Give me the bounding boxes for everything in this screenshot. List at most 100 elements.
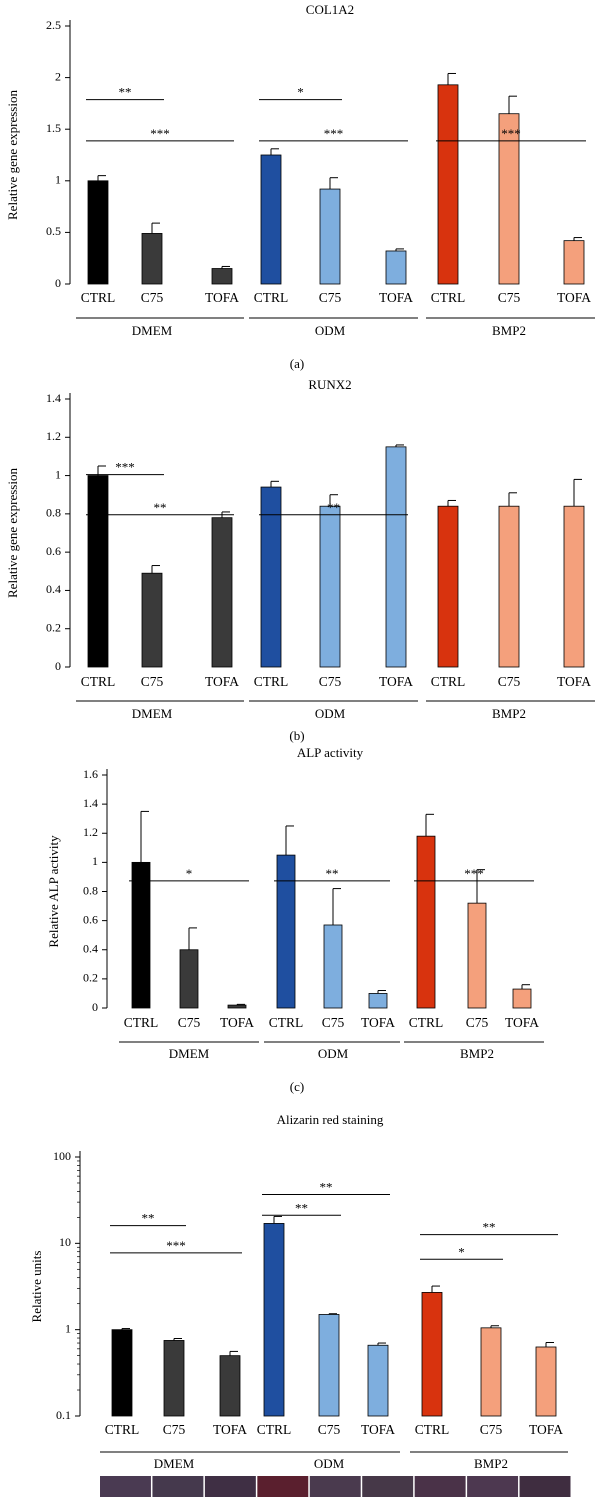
chart-title: ALP activity: [297, 745, 364, 760]
significance-label: ***: [166, 1238, 186, 1253]
x-tick-label: CTRL: [257, 1422, 292, 1437]
chart-title: COL1A2: [306, 2, 354, 17]
bar: [416, 835, 436, 1009]
bar: [263, 1223, 285, 1417]
bar: [535, 1346, 557, 1417]
stain-image-tile: [467, 1476, 519, 1497]
chart-title: RUNX2: [308, 377, 351, 392]
x-tick-label: CTRL: [431, 674, 466, 689]
significance-label: *: [186, 866, 193, 881]
chart-alp-activity: ALP activity Relative ALP activity 0 0.2 0.4…: [46, 745, 544, 1094]
bar: [87, 475, 109, 668]
bar: [368, 993, 388, 1009]
group-label: BMP2: [460, 1046, 494, 1061]
y-tick-label: 0.6: [83, 912, 98, 926]
x-tick-label: CTRL: [81, 290, 116, 305]
bar: [385, 250, 407, 285]
y-tick-label: 1: [55, 467, 61, 481]
significance-label: ***: [324, 126, 344, 141]
y-tick-label: 0.2: [46, 620, 61, 634]
y-tick-label: 0.2: [83, 971, 98, 985]
chart-alizarin-red: Alizarin red staining Relative units 0.1 1 1…: [29, 1112, 571, 1497]
significance-label: **: [154, 500, 167, 515]
bar: [87, 180, 109, 285]
x-tick-label: TOFA: [379, 674, 413, 689]
x-tick-label: C75: [141, 290, 164, 305]
y-tick-label: 0.4: [46, 582, 61, 596]
y-axis-label: Relative gene expression: [5, 90, 20, 220]
group-label: ODM: [315, 323, 346, 338]
x-tick-label: C75: [498, 290, 521, 305]
group-label: DMEM: [169, 1046, 210, 1061]
significance-label: **: [142, 1211, 155, 1226]
x-tick-label: CTRL: [431, 290, 466, 305]
bar: [141, 572, 163, 668]
bar: [131, 861, 151, 1009]
y-tick-label: 0.4: [83, 942, 98, 956]
significance-label: ***: [464, 866, 484, 881]
y-tick-label: 1.5: [46, 121, 61, 135]
y-tick-label: 0: [55, 659, 61, 673]
group-label: BMP2: [474, 1456, 508, 1471]
bar: [512, 988, 532, 1009]
bar: [276, 854, 296, 1009]
x-tick-label: TOFA: [505, 1015, 539, 1030]
stain-image-tile: [519, 1476, 571, 1497]
stain-image-tile: [204, 1476, 256, 1497]
group-label: DMEM: [132, 706, 173, 721]
x-tick-label: TOFA: [557, 674, 591, 689]
significance-label: **: [327, 500, 340, 515]
x-tick-label: TOFA: [205, 290, 239, 305]
significance-label: ***: [115, 460, 135, 475]
bar: [323, 924, 343, 1009]
panel-label: (b): [289, 728, 304, 743]
group-label: BMP2: [492, 706, 526, 721]
y-tick-label: 1.4: [46, 391, 61, 405]
bar: [179, 949, 199, 1009]
bar: [563, 505, 585, 668]
group-label: ODM: [318, 1046, 349, 1061]
significance-label: **: [483, 1220, 496, 1235]
bar: [498, 505, 520, 668]
y-tick-label: 0.1: [56, 1408, 71, 1422]
significance-label: **: [326, 866, 339, 881]
y-tick-label: 1.2: [46, 429, 61, 443]
x-tick-label: C75: [163, 1422, 186, 1437]
bar: [437, 84, 459, 285]
x-tick-label: TOFA: [557, 290, 591, 305]
bar: [163, 1340, 185, 1417]
x-tick-label: C75: [141, 674, 164, 689]
x-tick-label: C75: [178, 1015, 201, 1030]
x-tick-label: C75: [322, 1015, 345, 1030]
stain-image-tile: [257, 1476, 309, 1497]
y-axis-label: Relative units: [29, 1251, 44, 1323]
y-tick-label: 1.6: [83, 767, 98, 781]
significance-label: **: [119, 85, 132, 100]
y-tick-label: 1.2: [83, 825, 98, 839]
bar: [563, 240, 585, 285]
y-tick-label: 0.8: [46, 506, 61, 520]
significance-label: **: [320, 1180, 333, 1195]
bar: [437, 505, 459, 668]
x-tick-label: C75: [466, 1015, 489, 1030]
y-tick-label: 100: [53, 1149, 71, 1163]
chart-runx2: RUNX2 Relative gene expression 0 0.2 0.4 0.6 0…: [5, 377, 595, 743]
x-tick-label: TOFA: [220, 1015, 254, 1030]
bar: [141, 233, 163, 285]
x-tick-label: TOFA: [361, 1422, 395, 1437]
stain-image-tile: [152, 1476, 204, 1497]
y-tick-label: 1: [55, 173, 61, 187]
y-tick-label: 0.6: [46, 544, 61, 558]
bar: [318, 1314, 340, 1417]
group-label: DMEM: [132, 323, 173, 338]
bar: [480, 1327, 502, 1417]
x-tick-label: TOFA: [379, 290, 413, 305]
x-tick-label: CTRL: [81, 674, 116, 689]
x-tick-label: CTRL: [415, 1422, 450, 1437]
bar: [421, 1292, 443, 1417]
x-tick-label: CTRL: [409, 1015, 444, 1030]
significance-label: *: [458, 1244, 465, 1259]
y-tick-label: 0: [92, 1000, 98, 1014]
x-tick-label: C75: [318, 1422, 341, 1437]
x-tick-label: TOFA: [213, 1422, 247, 1437]
